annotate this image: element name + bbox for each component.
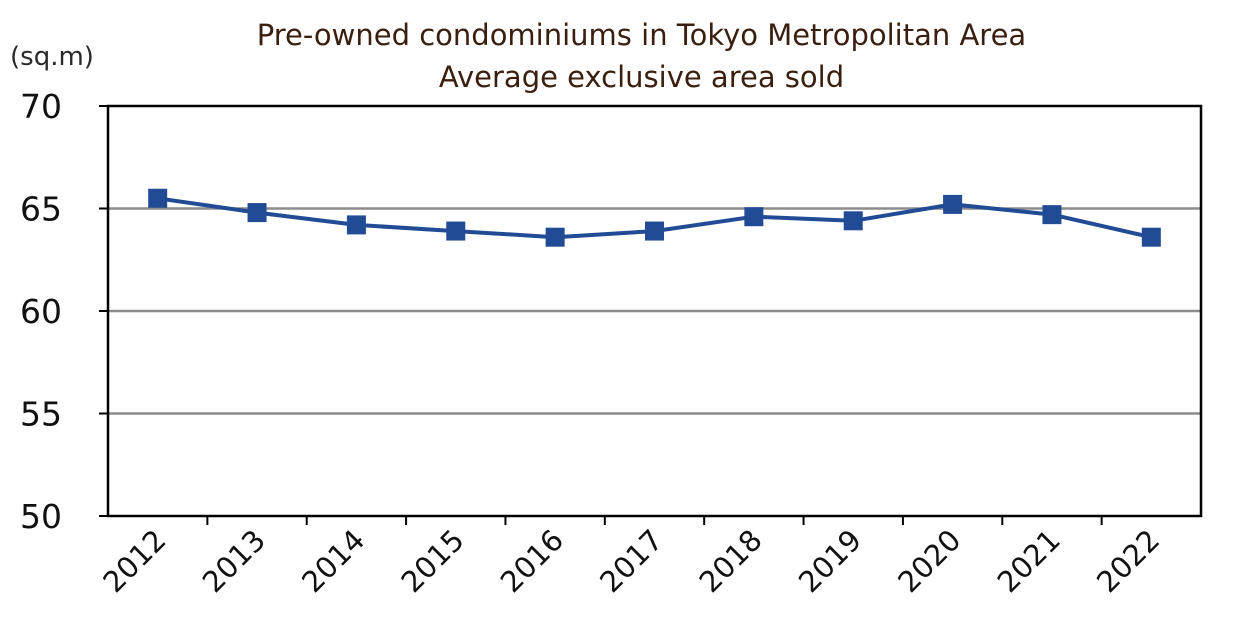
x-tick-label-2015: 2015: [394, 523, 470, 599]
x-tick-label-2019: 2019: [792, 523, 868, 599]
data-point-2021: [1042, 205, 1062, 225]
data-point-2013: [247, 203, 267, 223]
x-tick-label-2018: 2018: [693, 523, 769, 599]
x-tick-label-2012: 2012: [96, 523, 172, 599]
data-point-2019: [843, 211, 863, 231]
y-axis-unit-label: (sq.m): [10, 42, 94, 72]
x-tick-label-2014: 2014: [295, 523, 371, 599]
x-tick-label-2013: 2013: [196, 523, 272, 599]
data-point-2016: [545, 227, 565, 247]
data-point-2012: [148, 188, 168, 208]
x-tick-label-2020: 2020: [891, 523, 967, 599]
y-tick-label-70: 70: [20, 87, 62, 126]
data-point-2017: [645, 221, 664, 241]
data-point-2015: [446, 221, 466, 241]
y-tick-label-55: 55: [20, 395, 62, 434]
x-tick-label-2017: 2017: [593, 523, 669, 599]
y-tick-label-60: 60: [20, 292, 62, 331]
data-point-2014: [346, 215, 366, 235]
x-tick-label-2021: 2021: [991, 523, 1067, 599]
chart-subtitle: Average exclusive area sold: [438, 60, 845, 94]
data-point-2020: [943, 194, 963, 214]
data-point-2022: [1141, 227, 1161, 247]
y-tick-label-50: 50: [20, 497, 62, 536]
x-tick-label-2022: 2022: [1090, 523, 1166, 599]
x-tick-label-2016: 2016: [494, 523, 570, 599]
y-tick-label-65: 65: [20, 190, 62, 229]
data-point-2018: [744, 207, 764, 227]
chart-title: Pre-owned condominiums in Tokyo Metropol…: [256, 18, 1027, 52]
